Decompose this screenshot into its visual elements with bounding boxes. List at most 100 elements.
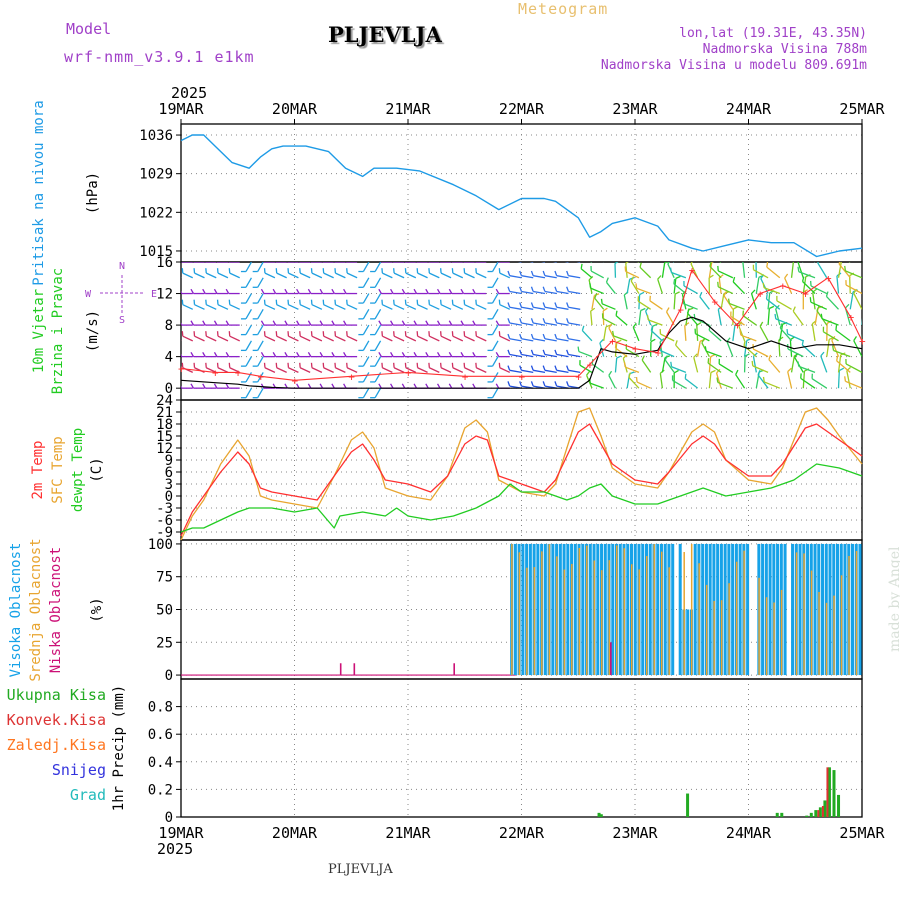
model-name: wrf-nmm_v3.9.1 e1km — [64, 48, 255, 66]
wind-barb — [759, 325, 769, 342]
wind-barb — [556, 290, 569, 295]
wind-barb-flag — [835, 241, 839, 244]
wind-barb — [800, 377, 816, 389]
gust-marker: + — [462, 370, 469, 383]
cloud-mid-bar — [735, 561, 738, 676]
wind-barb-flag — [530, 349, 534, 355]
wind-barb-flag — [699, 291, 703, 298]
x-tick-label-bottom: 20MAR — [272, 824, 318, 842]
wind-barb — [615, 315, 628, 326]
wind-barb-flag — [835, 325, 838, 331]
wind-barb — [717, 381, 734, 389]
wind-barb — [673, 294, 676, 310]
wind-barb — [440, 304, 452, 310]
x-tick-label-top: 19MAR — [158, 100, 204, 118]
wind-barb-flag — [190, 383, 195, 389]
wind-barb-flag — [766, 262, 769, 268]
wind-barb — [812, 292, 816, 310]
cloud-high-bar — [686, 609, 690, 676]
cloud-mid-bar — [848, 555, 850, 676]
wind-barb-flag — [635, 377, 638, 383]
wind-barb — [257, 387, 264, 399]
wind-barb — [374, 324, 382, 335]
wind-barb-flag — [769, 305, 775, 310]
wind-barb — [323, 335, 334, 342]
wind-barb-flag — [759, 321, 764, 327]
wind-barb — [245, 372, 253, 383]
wind-barb — [544, 338, 557, 342]
precip-conv-bar — [817, 810, 820, 817]
wind-barb-flag — [839, 367, 845, 372]
wind-barb — [831, 340, 840, 357]
precip-total-bar — [837, 794, 841, 817]
wind-barb — [784, 277, 793, 294]
cloud-mid-bar — [840, 575, 843, 676]
wind-barb — [476, 304, 487, 310]
wind-barb-flag — [425, 383, 429, 389]
gust-marker: + — [655, 347, 662, 360]
cloud-mid-bar — [690, 544, 693, 676]
wind-barb-flag — [225, 351, 230, 357]
wind-barb — [491, 372, 499, 383]
wind-barb-flag — [630, 276, 635, 282]
wind-barb — [229, 304, 240, 310]
wind-barb — [323, 367, 334, 373]
wind-barb-flag — [213, 288, 218, 294]
wind-barb — [625, 263, 628, 278]
y-tick-label: -9 — [156, 525, 173, 541]
compass-w: W — [85, 289, 92, 300]
wind-barb — [393, 272, 405, 279]
wind-barb — [845, 270, 862, 279]
temp-2m-label: 2m Temp — [30, 440, 46, 499]
cloud-mid-bar — [533, 567, 536, 676]
x-tick-label-bottom: 22MAR — [499, 824, 545, 842]
wind-barb-flag — [577, 346, 580, 352]
wind-barb-flag — [531, 255, 533, 260]
wind-barb — [735, 374, 746, 389]
wind-barb — [717, 270, 734, 279]
gust-marker: + — [677, 303, 684, 316]
wind-barb — [820, 355, 828, 373]
wind-unit: (m/s) — [85, 310, 101, 352]
wind-barb-flag — [674, 340, 678, 346]
wind-barb — [699, 296, 710, 310]
wind-barb-flag — [331, 288, 335, 294]
wind-barb — [288, 335, 299, 342]
wind-barb-flag — [413, 288, 418, 294]
cloud-mid-bar — [571, 563, 573, 676]
x-tick-label-bottom: 24MAR — [726, 824, 772, 842]
gust-marker: + — [257, 370, 264, 383]
wind-barb — [672, 379, 687, 389]
wind-barb-flag — [460, 383, 465, 389]
cloud-high-bar — [648, 543, 652, 676]
wind-barb — [245, 356, 253, 367]
wind-barb-flag — [190, 320, 195, 326]
wind-barb-flag — [602, 307, 608, 312]
wind-barb — [836, 275, 840, 294]
wind-barb-flag — [586, 370, 591, 376]
cloud-mid-bar — [638, 569, 640, 676]
wind-barb — [257, 324, 264, 335]
wind-barb-flag — [507, 318, 511, 324]
gust-marker: + — [780, 280, 787, 293]
wind-barb — [311, 304, 323, 310]
cloud-high-bar — [716, 543, 720, 676]
wind-barb-flag — [495, 383, 500, 389]
wind-barb-flag — [401, 351, 406, 357]
wind-barb-flag — [181, 322, 183, 326]
cloud-mid-bar — [556, 556, 558, 676]
wind-barb — [405, 367, 417, 373]
cloud-high-bar — [761, 543, 765, 676]
wind-barb — [440, 272, 452, 279]
wind-barb — [544, 306, 557, 310]
cloud-mid-bar — [563, 569, 566, 676]
wind-barb — [568, 338, 581, 342]
gust-marker: + — [859, 335, 866, 348]
y-tick-label: 15 — [156, 429, 173, 445]
wind-barb — [630, 280, 640, 294]
wind-barb — [491, 293, 499, 304]
wind-barb — [264, 335, 276, 342]
wind-barb-flag — [566, 318, 570, 324]
wind-barb — [299, 272, 311, 279]
wind-barb — [257, 356, 264, 367]
